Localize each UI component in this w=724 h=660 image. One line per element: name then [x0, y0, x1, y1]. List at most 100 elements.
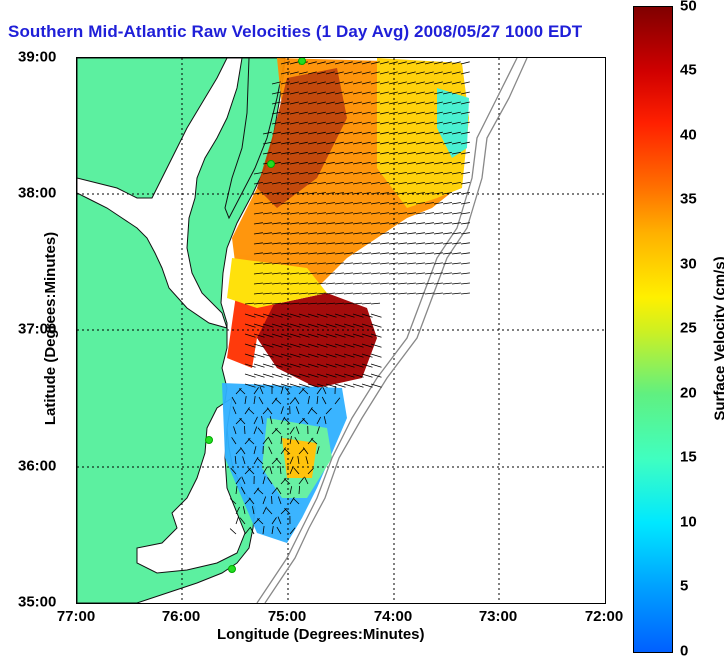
velocity-arrow [461, 233, 470, 234]
velocity-arrow [416, 223, 425, 224]
velocity-arrow [344, 384, 355, 387]
velocity-arrow [263, 364, 274, 367]
map-svg [77, 58, 605, 603]
velocity-arrow [452, 203, 461, 205]
velocity-arrow [398, 263, 407, 264]
velocity-arrow [281, 374, 292, 377]
velocity-arrow [425, 233, 434, 234]
velocity-arrow [362, 303, 371, 304]
station-marker [206, 437, 213, 444]
velocity-arrow [425, 273, 434, 274]
colorbar-tick: 35 [680, 191, 697, 208]
velocity-arrow [425, 253, 434, 254]
velocity-arrow [326, 283, 335, 284]
velocity-arrow [389, 263, 398, 264]
velocity-arrow [389, 293, 398, 294]
velocity-arrow [425, 223, 434, 224]
velocity-arrow [425, 283, 434, 284]
velocity-arrow [416, 243, 425, 244]
velocity-arrow [362, 384, 373, 387]
velocity-arrow [452, 223, 461, 224]
x-tick-label: 73:00 [479, 608, 517, 625]
velocity-arrow [335, 283, 344, 284]
velocity-arrow [254, 354, 265, 357]
colorbar-tick: 15 [680, 449, 697, 466]
velocity-arrow [443, 233, 452, 234]
velocity-arrow [380, 263, 389, 264]
velocity-arrow [371, 283, 380, 284]
velocity-arrow [380, 293, 389, 294]
velocity-arrow [353, 273, 362, 274]
velocity-arrow [353, 384, 364, 387]
x-tick-label: 77:00 [57, 608, 95, 625]
velocity-arrow [425, 263, 434, 264]
velocity-arrow [344, 293, 353, 294]
velocity-arrow [434, 283, 443, 284]
colorbar-tick: 50 [680, 0, 697, 15]
velocity-arrow [407, 233, 416, 234]
velocity-arrow [272, 374, 283, 377]
velocity-arrow [416, 263, 425, 264]
velocity-arrow [371, 263, 380, 264]
velocity-arrow [380, 283, 389, 284]
velocity-arrow [344, 263, 353, 264]
colorbar-tick: 10 [680, 514, 697, 531]
station-marker [268, 161, 275, 168]
velocity-arrow [371, 314, 382, 317]
velocity-arrow [335, 384, 346, 387]
velocity-arrow [371, 243, 380, 244]
velocity-arrow [398, 253, 407, 254]
colorbar-tick: 0 [680, 643, 688, 660]
velocity-arrow [335, 273, 344, 274]
velocity-arrow [407, 263, 416, 264]
velocity-arrow [443, 223, 452, 224]
colorbar-label: Surface Velocity (cm/s) [712, 256, 724, 420]
velocity-arrow [362, 253, 371, 254]
velocity-arrow [452, 253, 461, 254]
velocity-arrow [443, 263, 452, 264]
colorbar-tick: 45 [680, 62, 697, 79]
velocity-arrow [461, 213, 470, 214]
velocity-arrow [344, 273, 353, 274]
velocity-arrow [362, 263, 371, 264]
velocity-arrow [254, 374, 265, 377]
velocity-arrow [389, 233, 398, 234]
velocity-arrow [416, 273, 425, 274]
colorbar [633, 6, 673, 653]
colorbar-tick: 25 [680, 320, 697, 337]
velocity-arrow [353, 263, 362, 264]
velocity-arrow [389, 253, 398, 254]
velocity-arrow [407, 273, 416, 274]
velocity-arrow [461, 273, 470, 274]
x-tick-label: 72:00 [585, 608, 623, 625]
velocity-arrow [452, 213, 461, 214]
velocity-arrow [371, 253, 380, 254]
x-tick-label: 74:00 [374, 608, 412, 625]
velocity-arrow [425, 243, 434, 244]
y-tick-label: 38:00 [18, 185, 56, 202]
velocity-arrow [461, 203, 470, 205]
velocity-arrow [353, 293, 362, 294]
velocity-arrow [443, 283, 452, 284]
velocity-arrow [380, 243, 389, 244]
velocity-arrow [434, 253, 443, 254]
velocity-arrow [371, 303, 380, 304]
velocity-arrow [362, 293, 371, 294]
velocity-arrow [425, 293, 434, 294]
velocity-arrow [443, 293, 452, 294]
velocity-arrow [416, 253, 425, 254]
velocity-arrow [362, 283, 371, 284]
colorbar-tick: 5 [680, 578, 688, 595]
velocity-arrow [434, 223, 443, 224]
x-tick-label: 76:00 [162, 608, 200, 625]
velocity-arrow [398, 243, 407, 244]
x-tick-label: 75:00 [268, 608, 306, 625]
y-tick-label: 39:00 [18, 49, 56, 66]
velocity-arrow [245, 374, 256, 377]
velocity-arrow [416, 233, 425, 234]
colorbar-tick: 20 [680, 385, 697, 402]
velocity-arrow [263, 374, 274, 377]
velocity-arrow [443, 273, 452, 274]
y-axis-label: Latitude (Degrees:Minutes) [42, 232, 59, 425]
velocity-arrow [434, 243, 443, 244]
